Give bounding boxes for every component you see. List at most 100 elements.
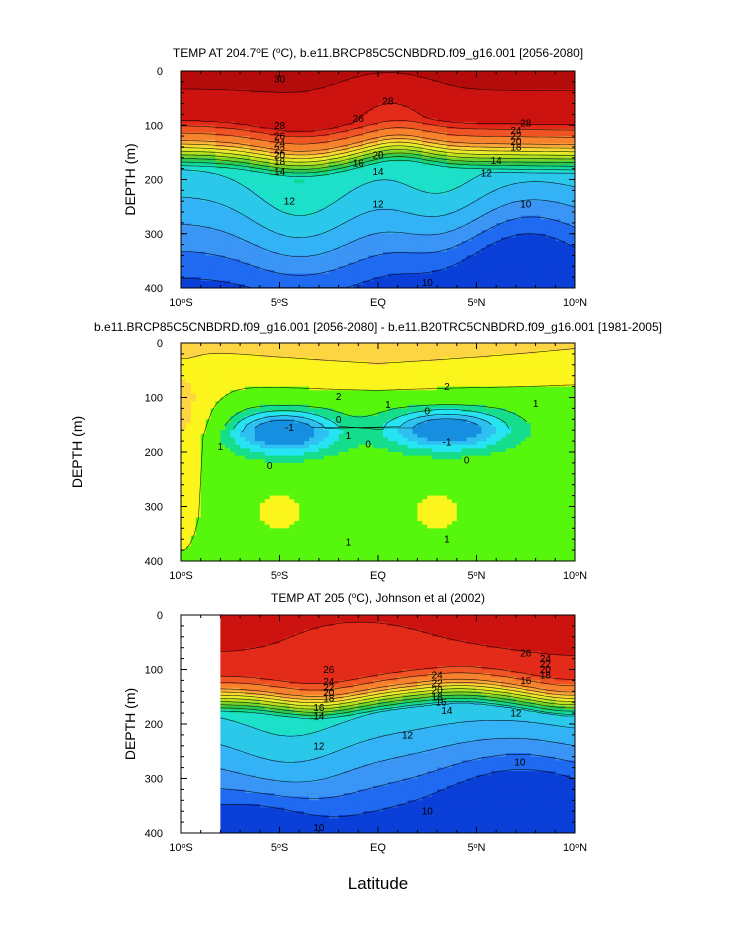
contour-label: 22 <box>510 132 522 143</box>
contour-label: 20 <box>274 151 286 162</box>
contour-label: 2 <box>336 392 342 403</box>
contour-label: 16 <box>313 703 325 714</box>
contour-label: 22 <box>432 679 444 690</box>
contour-label: 26 <box>520 649 532 660</box>
contour-label: 22 <box>540 660 552 671</box>
panel-1-title: TEMP AT 204.7oE (oC), b.e11.BRCP85C5CNBD… <box>173 46 583 61</box>
contour-label: 30 <box>274 75 286 86</box>
y-tick-label: 100 <box>145 120 163 132</box>
y-tick-label: 200 <box>145 447 163 459</box>
contour-label: 20 <box>510 137 522 148</box>
contour-label: 14 <box>274 167 286 178</box>
contour-label: 0 <box>424 407 430 418</box>
contour-label: 0 <box>267 461 273 472</box>
y-tick-label: 300 <box>145 774 163 786</box>
contour-label: 26 <box>353 114 365 125</box>
contour-label: 1 <box>346 431 352 442</box>
contour-label: 20 <box>372 151 384 162</box>
y-tick-label: 0 <box>157 66 163 78</box>
contour-field <box>181 343 575 561</box>
panel-future-temperature: TEMP AT 204.7oE (oC), b.e11.BRCP85C5CNBD… <box>122 46 587 310</box>
x-tick-label: 10oN <box>563 842 587 854</box>
contour-label: 24 <box>510 126 522 137</box>
contour-label: 12 <box>402 730 414 741</box>
contour-label: 14 <box>441 706 453 717</box>
contour-label: 28 <box>520 119 532 130</box>
x-tick-label: EQ <box>370 842 386 854</box>
contour-label: -1 <box>442 438 451 449</box>
panel-temperature-difference: b.e11.BRCP85C5CNBDRD.f09_g16.001 [2056-2… <box>69 320 662 582</box>
y-axis-label: DEPTH (m) <box>69 416 85 488</box>
x-tick-label: 5oS <box>271 570 288 582</box>
contour-label: 1 <box>444 535 450 546</box>
x-tick-label: 5oN <box>468 297 486 309</box>
y-tick-label: 400 <box>145 283 163 295</box>
contour-label: 20 <box>432 686 444 697</box>
y-tick-label: 400 <box>145 556 163 568</box>
contour-label: 16 <box>520 676 532 687</box>
contour-label: 12 <box>372 199 384 210</box>
y-tick-label: 200 <box>145 719 163 731</box>
y-tick-label: 0 <box>157 610 163 622</box>
contour-label: 26 <box>274 132 286 143</box>
x-axis-label: Latitude <box>348 874 409 893</box>
contour-label: 1 <box>218 442 224 453</box>
y-tick-label: 400 <box>145 828 163 840</box>
contour-label: 28 <box>382 96 394 107</box>
contour-label: 16 <box>435 698 447 709</box>
x-tick-label: 5oN <box>468 842 486 854</box>
contour-label: 1 <box>346 537 352 548</box>
contour-label: 18 <box>432 692 444 703</box>
x-tick-label: 10oN <box>563 570 587 582</box>
panel-2-title: b.e11.BRCP85C5CNBDRD.f09_g16.001 [2056-2… <box>94 320 662 334</box>
contour-label: 18 <box>510 142 522 153</box>
contour-label: 12 <box>313 741 325 752</box>
contour-label: 24 <box>323 677 335 688</box>
x-tick-label: 10oS <box>169 570 193 582</box>
contour-label: 10 <box>422 807 434 818</box>
x-tick-label: 5oS <box>271 842 288 854</box>
x-tick-label: EQ <box>370 570 386 582</box>
contour-label: 14 <box>491 156 503 167</box>
contour-label: 24 <box>274 139 286 150</box>
contour-label: 10 <box>520 199 532 210</box>
contour-label: 22 <box>323 683 335 694</box>
contour-label: 10 <box>514 758 526 769</box>
contour-label: 26 <box>323 665 335 676</box>
x-tick-label: 5oS <box>271 297 288 309</box>
contour-label: 2 <box>444 382 450 393</box>
x-tick-label: 5oN <box>468 570 486 582</box>
contour-label: 0 <box>464 456 470 467</box>
contour-label: 18 <box>274 157 286 168</box>
x-tick-label: 10oS <box>169 297 193 309</box>
contour-label: 1 <box>533 399 539 410</box>
y-axis-label: DEPTH (m) <box>122 688 138 760</box>
contour-label: 24 <box>432 670 444 681</box>
contour-label: 24 <box>540 654 552 665</box>
y-axis-label: DEPTH (m) <box>122 143 138 215</box>
contour-label: 12 <box>481 168 493 179</box>
contour-label: 12 <box>284 197 296 208</box>
x-tick-label: EQ <box>370 297 386 309</box>
contour-field <box>181 71 575 288</box>
contour-label: 0 <box>365 439 371 450</box>
contour-label: 10 <box>313 823 325 834</box>
contour-label: 18 <box>540 670 552 681</box>
contour-label: 20 <box>540 665 552 676</box>
contour-label: 12 <box>510 709 522 720</box>
contour-label: 28 <box>274 121 286 132</box>
contour-label: 22 <box>274 145 286 156</box>
panel-observed-temperature: TEMP AT 205 (oC), Johnson et al (2002) 2… <box>122 591 587 855</box>
y-tick-label: 100 <box>145 393 163 405</box>
contour-label: 14 <box>372 167 384 178</box>
contour-label: 1 <box>385 400 391 411</box>
x-tick-label: 10oN <box>563 297 587 309</box>
y-tick-label: 300 <box>145 229 163 241</box>
contour-label: 0 <box>336 415 342 426</box>
contour-label: 14 <box>313 711 325 722</box>
contour-label: 10 <box>422 278 434 289</box>
y-tick-label: 300 <box>145 502 163 514</box>
